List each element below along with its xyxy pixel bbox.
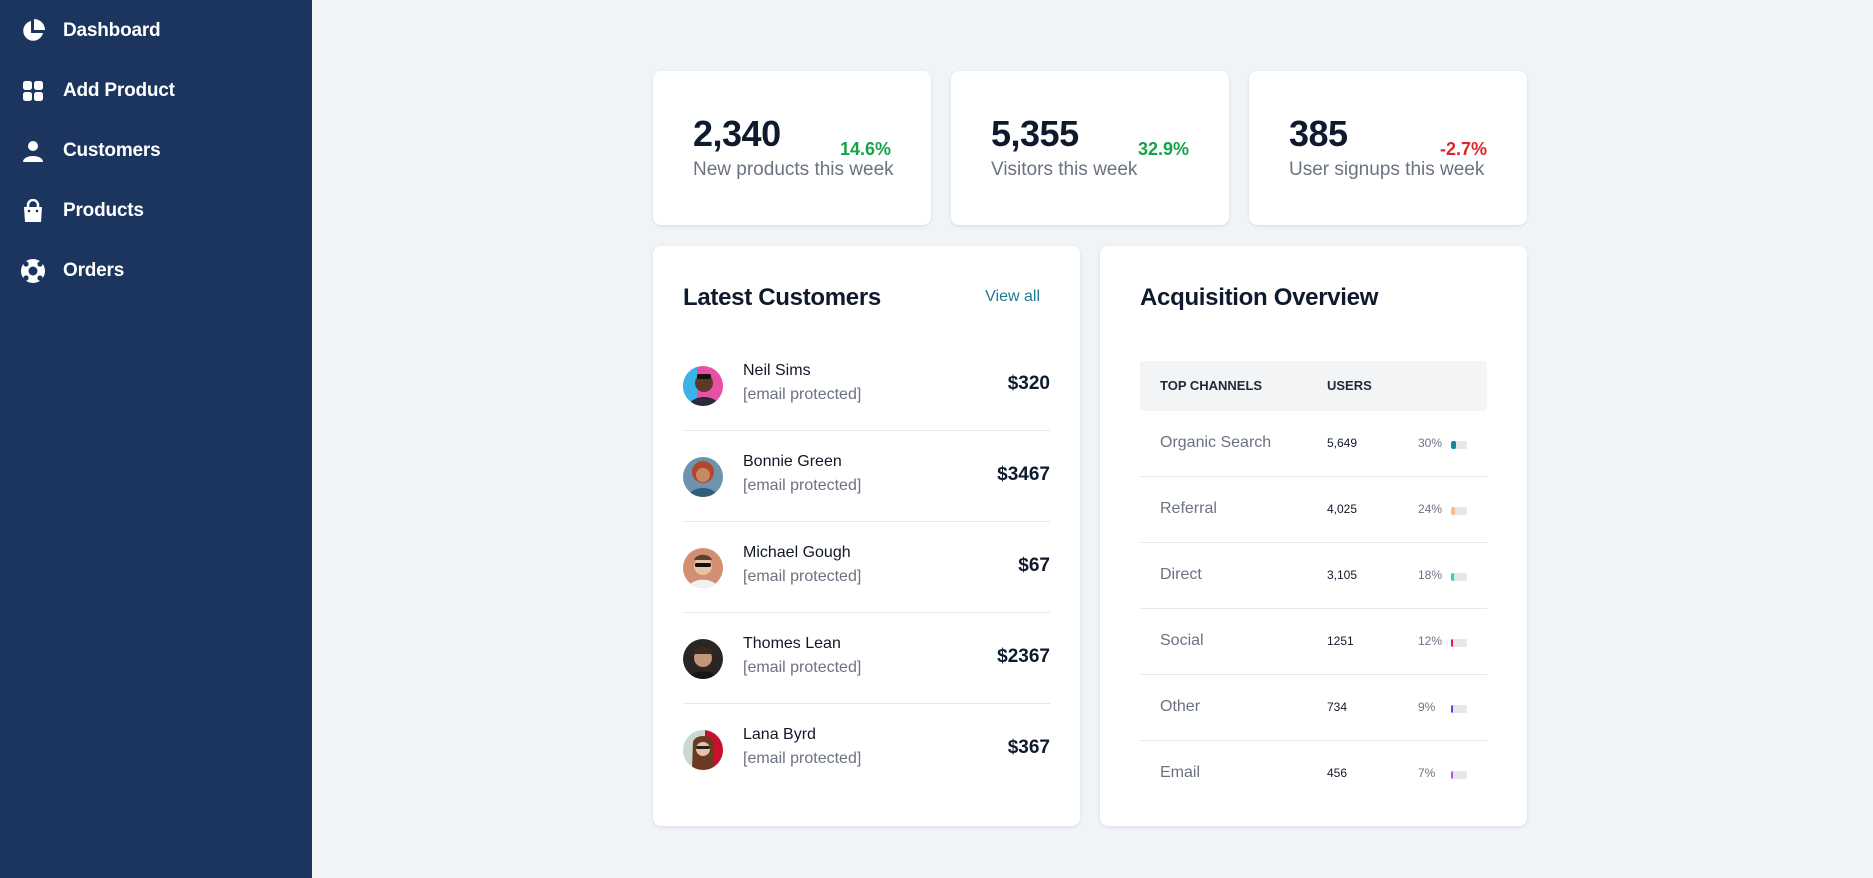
lifebuoy-icon	[20, 258, 46, 284]
progress-bar	[1451, 507, 1467, 515]
stat-change: 32.9%	[1137, 139, 1189, 159]
customer-row[interactable]: Lana Byrd [email protected] $367	[683, 704, 1050, 795]
sidebar-item-label: Add Product	[63, 80, 175, 101]
customer-email: [email protected]	[743, 477, 862, 494]
sidebar: Dashboard Add Product Customers	[0, 0, 312, 878]
stat-change: 14.6%	[839, 139, 891, 159]
table-row: Other 734 9%	[1140, 675, 1487, 741]
customer-name: Bonnie Green	[743, 453, 842, 470]
avatar	[683, 457, 723, 497]
avatar	[683, 548, 723, 588]
user-icon	[20, 138, 46, 164]
card-title: Acquisition Overview	[1140, 284, 1379, 311]
progress-bar	[1451, 639, 1467, 647]
channel-percent: 30%	[1418, 436, 1443, 450]
shopping-bag-icon	[20, 198, 46, 224]
pie-chart-icon	[20, 18, 46, 44]
progress-bar	[1451, 771, 1467, 779]
customer-row[interactable]: Neil Sims [email protected] $320	[683, 340, 1050, 431]
column-header-channels: Top Channels	[1160, 378, 1263, 393]
stat-label: User signups this week	[1289, 159, 1485, 180]
channel-name: Direct	[1160, 566, 1202, 583]
channel-name: Organic Search	[1160, 434, 1272, 451]
card-title: Latest Customers	[683, 284, 881, 311]
stat-value: 385	[1289, 113, 1348, 154]
channel-name: Referral	[1160, 500, 1217, 517]
progress-bar-fill	[1451, 441, 1456, 449]
channel-users: 456	[1327, 766, 1348, 780]
table-row: Organic Search 5,649 30%	[1140, 411, 1487, 477]
table-row: Direct 3,105 18%	[1140, 543, 1487, 609]
customer-amount: $320	[1007, 373, 1050, 394]
progress-bar	[1451, 705, 1467, 713]
customer-name: Michael Gough	[743, 544, 851, 561]
progress-bar	[1451, 441, 1467, 449]
channel-percent: 7%	[1418, 766, 1436, 780]
sidebar-item-label: Customers	[63, 140, 161, 161]
grid-icon	[20, 78, 46, 104]
sidebar-item-products[interactable]: Products	[0, 189, 312, 233]
customer-amount: $367	[1007, 737, 1050, 758]
stat-card-user-signups: 385 User signups this week -2.7%	[1249, 71, 1527, 225]
sidebar-item-orders[interactable]: Orders	[0, 249, 312, 293]
channel-name: Other	[1160, 698, 1201, 715]
customer-row[interactable]: Bonnie Green [email protected] $3467	[683, 431, 1050, 522]
avatar	[683, 639, 723, 679]
stat-value: 5,355	[991, 113, 1079, 154]
sidebar-item-label: Products	[63, 200, 144, 221]
stat-card-visitors: 5,355 Visitors this week 32.9%	[951, 71, 1229, 225]
progress-bar	[1451, 573, 1467, 581]
channel-users: 3,105	[1327, 568, 1358, 582]
progress-bar-fill	[1451, 771, 1453, 779]
avatar	[683, 730, 723, 770]
customer-email: [email protected]	[743, 386, 862, 403]
customer-name: Thomes Lean	[743, 635, 841, 652]
channel-users: 5,649	[1327, 436, 1358, 450]
table-row: Referral 4,025 24%	[1140, 477, 1487, 543]
progress-bar-fill	[1451, 705, 1453, 713]
progress-bar-fill	[1451, 639, 1453, 647]
customer-email: [email protected]	[743, 568, 862, 585]
channel-percent: 24%	[1418, 502, 1443, 516]
customer-row[interactable]: Thomes Lean [email protected] $2367	[683, 613, 1050, 704]
sidebar-item-add-product[interactable]: Add Product	[0, 69, 312, 113]
customer-amount: $67	[1018, 555, 1050, 576]
channel-percent: 9%	[1418, 700, 1436, 714]
sidebar-item-label: Orders	[63, 260, 125, 281]
customer-name: Lana Byrd	[743, 726, 816, 743]
stat-label: Visitors this week	[991, 159, 1138, 180]
table-row: Email 456 7%	[1140, 741, 1487, 807]
table-row: Social 1251 12%	[1140, 609, 1487, 675]
channel-users: 734	[1327, 700, 1348, 714]
customer-amount: $2367	[997, 646, 1050, 667]
latest-customers-card: Latest Customers View all Neil Sims [ema…	[653, 246, 1080, 826]
acquisition-overview-card: Acquisition Overview Top Channels Users …	[1100, 246, 1527, 826]
customer-row[interactable]: Michael Gough [email protected] $67	[683, 522, 1050, 613]
avatar	[683, 366, 723, 406]
progress-bar-fill	[1451, 507, 1455, 515]
stat-card-new-products: 2,340 New products this week 14.6%	[653, 71, 931, 225]
stat-label: New products this week	[693, 159, 894, 180]
customer-email: [email protected]	[743, 750, 862, 767]
channel-percent: 12%	[1418, 634, 1443, 648]
channel-percent: 18%	[1418, 568, 1443, 582]
channel-users: 4,025	[1327, 502, 1358, 516]
view-all-link[interactable]: View all	[985, 288, 1040, 305]
channel-name: Social	[1160, 632, 1204, 649]
channel-users: 1251	[1327, 634, 1354, 648]
sidebar-item-label: Dashboard	[63, 20, 161, 41]
sidebar-item-dashboard[interactable]: Dashboard	[0, 9, 312, 53]
stat-value: 2,340	[693, 113, 781, 154]
sidebar-item-customers[interactable]: Customers	[0, 129, 312, 173]
customer-name: Neil Sims	[743, 362, 811, 379]
progress-bar-fill	[1451, 573, 1454, 581]
stat-change: -2.7%	[1439, 139, 1487, 159]
customer-amount: $3467	[997, 464, 1050, 485]
channel-name: Email	[1160, 764, 1201, 781]
customer-email: [email protected]	[743, 659, 862, 676]
